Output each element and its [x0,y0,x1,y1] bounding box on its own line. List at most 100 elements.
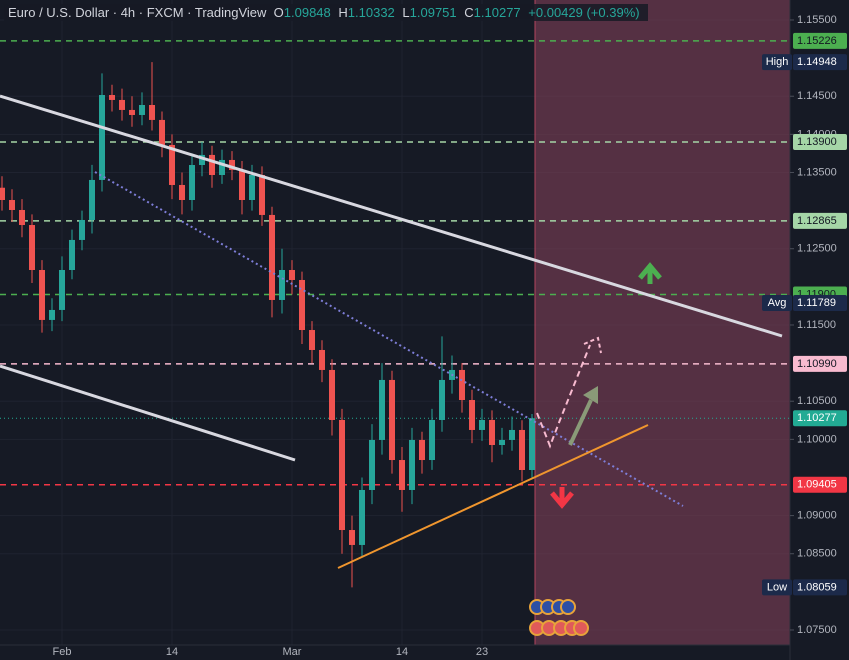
candle-body [339,419,345,531]
candle-body [69,239,75,271]
last-price-tag [793,410,847,427]
candle-body [469,400,475,430]
level-tag-label: 1.15226 [797,35,837,47]
candle-body [489,419,495,445]
candle-body [299,279,305,331]
candle-body [269,214,275,300]
candle-body [49,309,55,320]
price-tag-label: 1.14948 [797,56,837,68]
y-tick-label: 1.07500 [797,624,837,636]
candle-body [119,99,125,110]
up-arrow [638,262,662,284]
ohlc-key: C [464,5,474,20]
last-price-label: 1.10277 [797,412,837,424]
trendline [0,364,296,462]
change: +0.00429 (+0.39%) [528,5,640,20]
down-arrow [550,487,574,509]
support-line [337,424,649,569]
candle-body [349,530,355,545]
candle-body [409,439,415,490]
candle-body [479,419,485,430]
symbol-header: Euro / U.S. Dollar · 4h · FXCM · Trading… [4,4,648,21]
candle-body [59,270,65,310]
level-tag [793,355,847,372]
price-tag-label: 1.08059 [797,581,837,593]
y-tick-label: 1.10500 [797,395,837,407]
candle-body [199,154,205,166]
level-tag-label: 1.13900 [797,136,837,148]
price-tag [793,54,847,71]
price-tag-name: Low [767,581,787,593]
candle-body [309,330,315,350]
candle-body [259,174,265,215]
y-tick-label: 1.15500 [797,14,837,26]
candle-body [29,225,35,271]
price-tag-name-box [762,294,792,311]
candle-body [139,104,145,115]
y-tick-label: 1.12500 [797,243,837,255]
candle-body [359,489,365,545]
x-tick-label: 23 [476,646,488,658]
candle-body [109,95,115,100]
x-tick-label: Mar [283,646,302,658]
candle-body [429,419,435,461]
y-tick-label: 1.08500 [797,548,837,560]
projection-arrowhead [583,386,598,404]
candle-body [379,379,385,440]
price-tag [793,579,847,596]
candle-body [229,159,235,170]
candle-body [399,460,405,490]
level-tag [793,32,847,49]
candle-body [509,429,515,440]
candle-body [0,187,5,201]
price-tag-name-box [762,579,792,596]
candle-body [19,209,25,226]
event-icon [573,620,589,636]
price-axis [790,0,849,660]
level-tag-label: 1.12865 [797,215,837,227]
projection-head [583,336,602,354]
y-tick-label: 1.11500 [797,319,836,331]
x-tick-label: 14 [166,646,178,658]
candle-body [499,439,505,445]
candle-body [279,270,285,300]
ohlc-value: 1.10332 [347,5,395,20]
trendline [0,94,783,338]
projection-arrow [568,399,593,446]
candle-body [289,270,295,280]
ohlc-value: 1.09848 [283,5,331,20]
drawings [0,94,783,636]
candle-body [439,379,445,420]
candle-body [79,219,85,240]
ohlc-key: L [402,5,410,20]
price-tag-name: Avg [768,297,787,309]
projection-path [536,344,591,449]
level-tag [793,212,847,229]
candle-body [389,379,395,461]
candle-body [319,349,325,370]
candle-body [189,165,195,201]
y-tick-label: 1.13500 [797,166,837,178]
price-tag-name: High [766,56,789,68]
y-tick-label: 1.09000 [797,510,837,522]
y-tick-label: 1.14500 [797,90,837,102]
price-tag-name-box [762,54,792,71]
candle-body [129,109,135,115]
candle-body [219,159,225,175]
symbol-title: Euro / U.S. Dollar · 4h · FXCM · Trading… [8,5,267,20]
x-tick-label: Feb [53,646,72,658]
candle-body [179,184,185,201]
ohlc-value: 1.09751 [409,5,457,20]
candle-body [529,418,535,471]
y-tick-label: 1.10000 [797,433,837,445]
forecast-zone [535,0,790,645]
price-tag [793,294,847,311]
candle-body [169,144,175,185]
candle-body [89,179,95,220]
candle-body [99,95,105,180]
level-tag-label: 1.09405 [797,479,837,491]
level-tag [793,476,847,493]
candle-body [329,369,335,420]
